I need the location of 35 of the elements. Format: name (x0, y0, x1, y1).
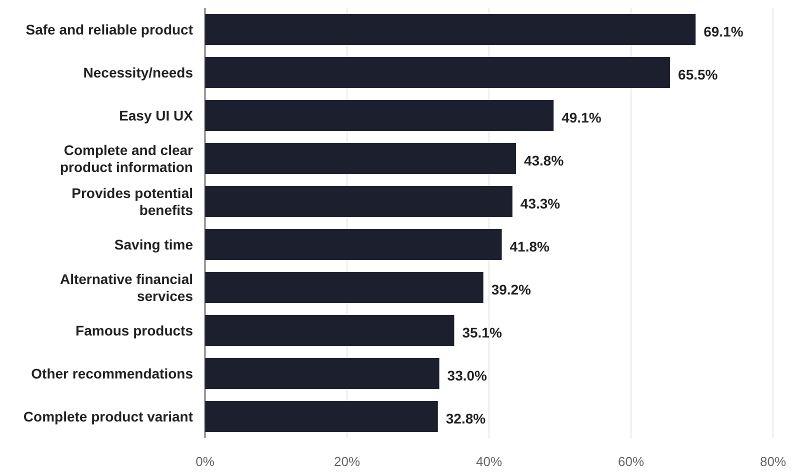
y-tick-label: Famous products (76, 322, 194, 338)
x-tick-label: 20% (334, 454, 360, 469)
bar (205, 14, 696, 45)
bar (205, 315, 454, 346)
y-tick-label: Complete and clear product information (60, 142, 194, 175)
bar (205, 100, 554, 131)
y-tick-label: Provides potential benefits (72, 185, 194, 218)
data-label: 69.1% (704, 24, 744, 40)
bar (205, 143, 516, 174)
data-label: 43.3% (520, 196, 561, 212)
data-label: 65.5% (678, 66, 718, 82)
x-tick-label: 0% (196, 454, 215, 469)
y-tick-label: Alternative financial services (60, 271, 194, 304)
bar (205, 358, 440, 389)
y-tick-label: Saving time (114, 236, 194, 252)
data-label: 39.2% (491, 282, 532, 298)
data-label: 43.8% (524, 152, 564, 168)
data-label: 35.1% (462, 324, 502, 340)
bar (205, 229, 502, 260)
y-tick-label: Easy UI UX (119, 108, 194, 124)
y-tick-label: Other recommendations (31, 366, 194, 382)
bar (205, 272, 484, 303)
x-tick-label: 80% (760, 454, 786, 469)
bar (205, 186, 512, 217)
y-tick-label: Safe and reliable product (26, 22, 194, 38)
data-label: 49.1% (562, 110, 602, 126)
x-tick-label: 60% (618, 454, 644, 469)
bar (205, 57, 670, 88)
data-label: 32.8% (446, 410, 486, 426)
data-label: 33.0% (447, 368, 488, 384)
y-tick-label: Complete product variant (23, 408, 194, 424)
data-label: 41.8% (510, 238, 550, 254)
x-tick-label: 40% (476, 454, 502, 469)
bar (205, 401, 438, 432)
y-tick-label: Necessity/needs (83, 64, 194, 80)
